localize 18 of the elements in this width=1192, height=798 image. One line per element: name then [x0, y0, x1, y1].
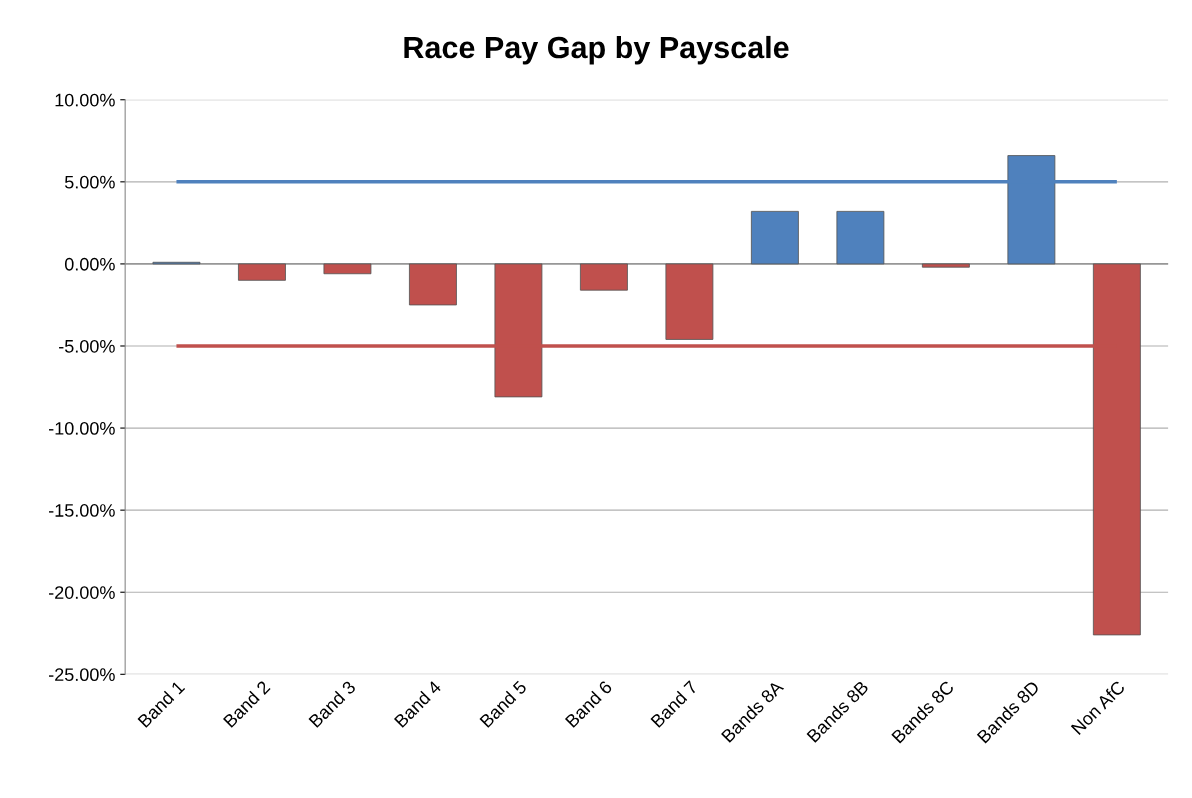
y-tick-label: -20.00% — [48, 586, 115, 599]
bar — [665, 263, 714, 340]
y-tick-label: -10.00% — [48, 422, 115, 435]
y-tick-label: 10.00% — [55, 93, 115, 107]
bar — [238, 263, 286, 281]
bar — [921, 263, 970, 268]
y-tick-label: 5.00% — [64, 175, 115, 189]
y-tick-label: 0.00% — [64, 257, 115, 271]
y-tick-label: -15.00% — [48, 504, 115, 517]
bar — [579, 263, 628, 291]
chart-title: Race Pay Gap by Payscale — [404, 35, 789, 65]
y-tick-label: -5.00% — [59, 339, 115, 353]
x-tick-label: Non AfC — [1070, 679, 1126, 736]
bar — [750, 210, 799, 265]
y-tick-label: -25.00% — [48, 668, 115, 682]
bar — [323, 263, 372, 275]
bar — [409, 263, 457, 306]
bar — [836, 210, 885, 265]
